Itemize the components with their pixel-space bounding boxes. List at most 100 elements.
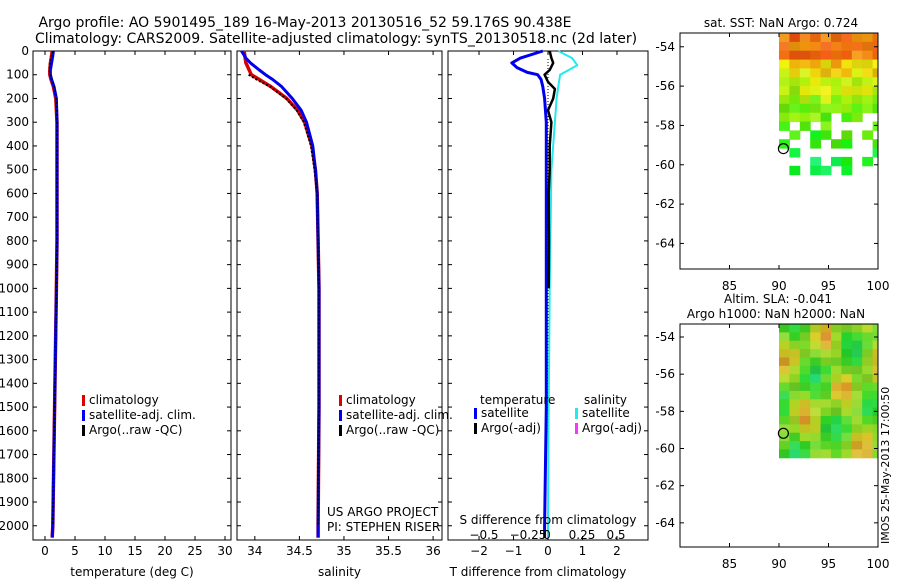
sla-cell	[799, 374, 811, 384]
sst-cell	[862, 41, 874, 52]
sla-cell	[841, 399, 853, 409]
sla-cell	[841, 432, 853, 442]
sst-cell	[841, 165, 853, 176]
sst-cell	[810, 112, 822, 123]
sst-cell	[789, 112, 801, 123]
sst-cell	[851, 103, 863, 114]
sst-cell	[851, 41, 863, 52]
sla-cell	[831, 432, 842, 442]
sst-cell	[810, 139, 822, 149]
temperature-xlabel: temperature (deg C)	[70, 565, 193, 579]
sst-cell	[799, 103, 811, 114]
legend-climatology-label: climatology	[89, 393, 159, 407]
sla-cell	[810, 424, 822, 434]
sst-cell	[841, 68, 853, 78]
difference-xtick-label: 2	[613, 544, 621, 558]
sla-cell	[779, 390, 790, 400]
sla-cell	[820, 399, 832, 409]
sla-cell	[789, 441, 801, 450]
sla-cell	[779, 324, 790, 333]
sla-cell	[789, 340, 801, 350]
sla-cell	[831, 416, 842, 425]
difference-xtick-label: 1	[579, 544, 587, 558]
sst-cell	[862, 77, 874, 87]
sst-cell	[851, 86, 863, 96]
sla-cell	[789, 365, 801, 375]
sst-cell	[862, 50, 874, 61]
sla-cell	[810, 332, 822, 342]
sst-cell	[841, 112, 853, 123]
sla-map-title-1: Altim. SLA: -0.041	[724, 292, 832, 306]
sst-cell	[789, 59, 801, 69]
sst-cell	[872, 95, 879, 105]
sst-cell	[810, 41, 822, 52]
depth-tick-label: 1300	[0, 353, 29, 367]
sla-cell	[799, 390, 811, 400]
sla-argo-position-marker	[777, 427, 790, 439]
sla-cell	[820, 382, 832, 392]
sst-cell	[841, 33, 853, 43]
legend-argo-raw-swatch	[339, 425, 342, 436]
sla-cell	[779, 416, 790, 425]
sla-cell	[789, 332, 801, 342]
sla-cell	[851, 441, 863, 450]
sst-cell	[872, 50, 879, 61]
sst-cell	[820, 103, 832, 114]
sla-cell	[820, 407, 832, 417]
salinity-xtick-label: 34	[247, 544, 262, 558]
difference-xtick-label: −2	[470, 544, 488, 558]
sla-cell	[851, 382, 863, 392]
sla-cell	[831, 324, 842, 333]
sla-cell	[851, 424, 863, 434]
depth-tick-label: 500	[6, 163, 29, 177]
sst-cell	[799, 86, 811, 96]
salinity-plot-frame	[236, 50, 443, 541]
sla-cell	[862, 416, 874, 425]
salinity-diff-tick-label: −0.25	[510, 528, 547, 542]
sst-cell	[841, 86, 853, 96]
sla-cell	[799, 365, 811, 375]
sla-cell	[862, 374, 874, 384]
sst-cell	[789, 165, 801, 176]
sst-cell	[779, 41, 790, 52]
sst-cell	[831, 103, 842, 114]
sla-cell	[810, 365, 822, 375]
sla-cell	[862, 332, 874, 342]
sla-cell	[810, 324, 822, 333]
sst-ytick-label: -62	[655, 197, 675, 211]
sla-heatmap-cells	[779, 324, 879, 459]
sst-cell	[810, 77, 822, 87]
sla-cell	[831, 382, 842, 392]
sla-cell	[810, 407, 822, 417]
sla-cell	[841, 441, 853, 450]
sst-cell	[831, 95, 842, 105]
sla-cell	[810, 399, 822, 409]
sla-cell	[799, 399, 811, 409]
sst-cell	[820, 50, 832, 61]
temperature-xtick-label: 20	[157, 544, 172, 558]
salinity-series-2	[248, 73, 320, 526]
sst-cell	[799, 33, 811, 43]
sla-cell	[872, 449, 879, 459]
legend-climatology-swatch	[339, 395, 342, 406]
sla-cell	[810, 432, 822, 442]
sst-cell	[810, 165, 822, 176]
sla-cell	[820, 340, 832, 350]
sla-cell	[789, 424, 801, 434]
sst-cell	[799, 77, 811, 87]
legend-climatology-swatch	[82, 395, 85, 406]
sla-cell	[862, 357, 874, 367]
legend-argo-raw-label: Argo(..raw -QC)	[346, 423, 439, 437]
sst-cell	[799, 41, 811, 52]
sla-cell	[831, 449, 842, 459]
sst-cell	[872, 139, 879, 149]
sst-cell	[872, 68, 879, 78]
sst-cell	[820, 77, 832, 87]
depth-tick-label: 1700	[0, 448, 29, 462]
sla-cell	[831, 407, 842, 417]
sst-cell	[841, 50, 853, 61]
sla-cell	[872, 390, 879, 400]
sst-cell	[862, 86, 874, 96]
sst-cell	[841, 41, 853, 52]
salinity-diff-tick-label: 0	[543, 528, 551, 542]
